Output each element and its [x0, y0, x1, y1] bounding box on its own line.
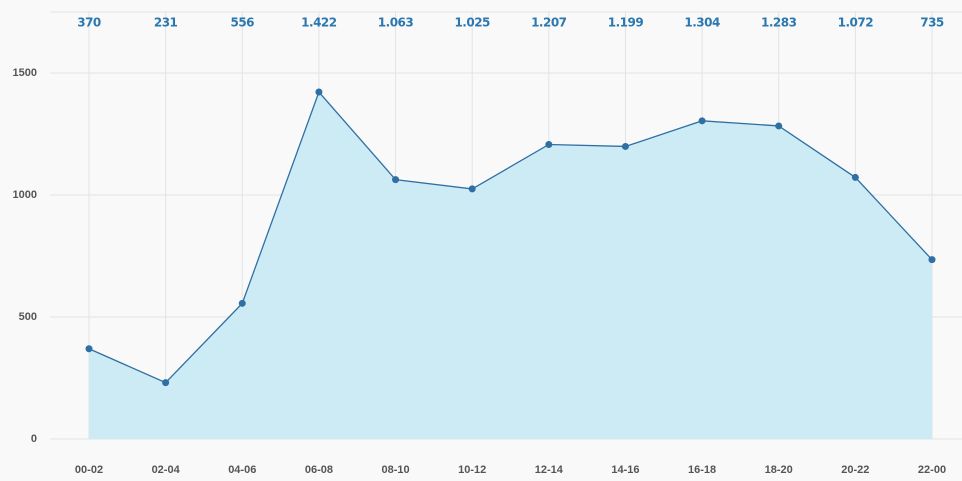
value-label: 1.025 [454, 16, 490, 30]
point [928, 256, 936, 264]
y-tick-label: 500 [19, 311, 37, 323]
value-label: 231 [154, 16, 178, 30]
point [85, 345, 93, 353]
x-tick-label: 16-18 [688, 464, 716, 476]
point [621, 142, 629, 150]
x-tick-label: 12-14 [535, 464, 564, 476]
value-label: 370 [77, 16, 101, 30]
point [698, 117, 706, 125]
value-label: 1.199 [608, 16, 644, 30]
x-tick-label: 00-02 [75, 464, 103, 476]
x-tick-label: 14-16 [611, 464, 639, 476]
point [238, 299, 246, 307]
value-label: 1.072 [838, 16, 874, 30]
value-label: 1.207 [531, 16, 567, 30]
y-tick-label: 1000 [13, 189, 37, 201]
point [545, 140, 553, 148]
x-tick-label: 20-22 [841, 464, 869, 476]
value-label: 1.283 [761, 16, 797, 30]
point [162, 379, 170, 387]
x-tick-label: 06-08 [305, 464, 333, 476]
x-tick-label: 10-12 [458, 464, 486, 476]
point [392, 176, 400, 184]
area [89, 92, 932, 440]
x-tick-label: 04-06 [228, 464, 256, 476]
y-tick-label: 0 [31, 433, 37, 445]
point [468, 185, 476, 193]
value-label: 556 [230, 16, 254, 30]
value-label: 735 [920, 16, 944, 30]
x-tick-label: 22-00 [918, 464, 946, 476]
line [88, 90, 933, 384]
value-label: 1.304 [684, 16, 720, 30]
x-tick-label: 08-10 [381, 464, 409, 476]
x-tick-label: 18-20 [765, 464, 793, 476]
point [851, 173, 859, 181]
point [315, 88, 323, 96]
y-tick-label: 1500 [13, 67, 37, 79]
x-tick-label: 02-04 [152, 464, 181, 476]
value-label: 1.063 [378, 16, 414, 30]
value-label: 1.422 [301, 16, 337, 30]
point [775, 122, 783, 130]
